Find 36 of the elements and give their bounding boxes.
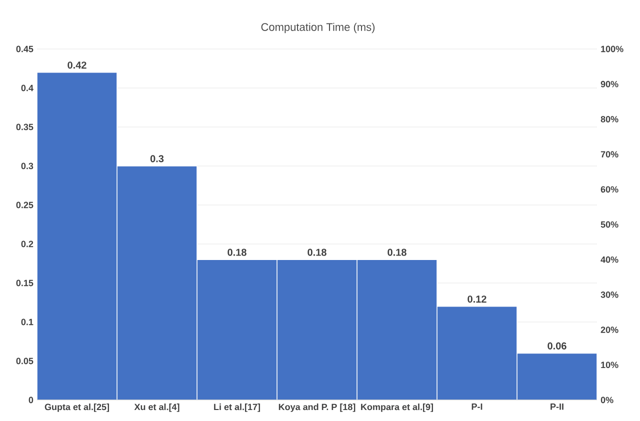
y-tick-label: 0.4 [21, 84, 34, 92]
y2-tick-label: 50% [600, 221, 618, 228]
y-tick-label: 0.25 [16, 202, 34, 208]
y2-tick-label: 10% [601, 362, 618, 368]
y-tick-label: 0 [28, 396, 34, 404]
data-label: 0.18 [228, 248, 246, 256]
y-tick-label: 0.45 [16, 46, 34, 52]
y2-tick-label: 80% [600, 116, 618, 122]
y-tick-label: 0.1 [21, 318, 34, 326]
data-label: 0.06 [548, 342, 566, 350]
y2-tick-label: 70% [600, 151, 618, 158]
x-tick-label: Kompara et al.[9] [361, 404, 433, 412]
y-tick-label: 0.2 [21, 240, 34, 248]
y2-tick-label: 100% [601, 46, 624, 52]
y2-tick-label: 20% [600, 326, 618, 333]
data-label: 0.18 [388, 248, 406, 256]
chart-title: Computation Time (ms) [261, 22, 375, 34]
data-label: 0.18 [308, 248, 326, 256]
x-tick-label: P-I [472, 404, 482, 410]
y2-tick-label: 30% [600, 292, 618, 298]
y-tick-label: 0.05 [16, 358, 34, 364]
y2-tick-label: 40% [600, 256, 618, 263]
x-tick-label: P-II [550, 404, 564, 410]
data-label: 0.42 [68, 62, 86, 69]
y-tick-label: 0.3 [21, 162, 34, 170]
data-label: 0.12 [468, 296, 486, 303]
x-tick-label: Li et al.[17] [214, 404, 260, 412]
data-label: 0.3 [150, 155, 164, 162]
y-tick-label: 0.15 [16, 280, 34, 286]
x-tick-label: Gupta et al.[25] [44, 404, 109, 412]
y-tick-label: 0.35 [16, 124, 34, 130]
y2-tick-label: 0% [600, 396, 614, 404]
y2-tick-label: 60% [600, 186, 618, 193]
y2-tick-label: 90% [600, 80, 618, 88]
x-tick-label: Koya and P. P [18] [278, 404, 356, 412]
x-tick-label: Xu et al.[4] [134, 404, 180, 412]
